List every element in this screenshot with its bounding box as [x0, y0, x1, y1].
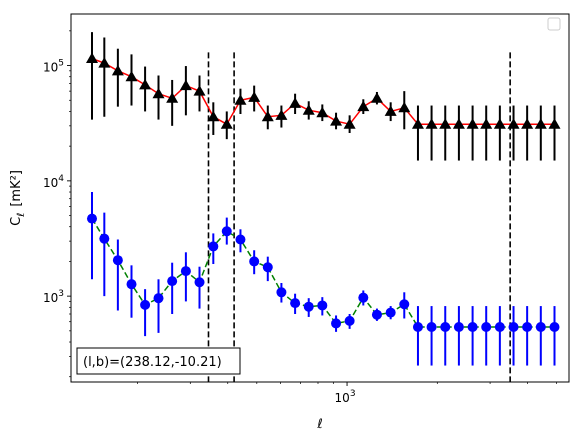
- circle-marker: [467, 321, 478, 332]
- triangle-marker: [85, 52, 98, 64]
- triangle-marker: [534, 118, 547, 129]
- triangle-marker: [548, 118, 561, 129]
- triangle-marker: [466, 118, 479, 129]
- y-axis-label-sub: ℓ: [16, 213, 27, 217]
- triangle-marker: [343, 118, 356, 129]
- y-tick-label: 104: [43, 174, 64, 190]
- circle-marker: [344, 315, 355, 326]
- triangle-marker: [439, 118, 452, 129]
- y-tick-label: 103: [43, 289, 64, 305]
- circle-marker: [453, 321, 464, 332]
- triangle-marker: [357, 100, 370, 112]
- series-2: [86, 192, 560, 366]
- circle-marker: [290, 298, 301, 309]
- circle-marker: [303, 301, 314, 312]
- circle-marker: [221, 226, 232, 237]
- circle-marker: [86, 213, 97, 224]
- triangle-marker: [193, 85, 206, 96]
- axes: 103 104 105 103: [43, 30, 557, 405]
- triangle-marker: [261, 110, 274, 122]
- triangle-marker: [207, 110, 220, 122]
- circle-marker: [180, 266, 191, 277]
- circle-marker: [235, 234, 246, 245]
- triangle-marker: [179, 79, 192, 91]
- annotation-box: (l,b)=(238.12,-10.21): [76, 347, 241, 375]
- triangle-marker: [289, 97, 302, 108]
- circle-marker: [112, 255, 123, 266]
- circle-marker: [99, 233, 110, 244]
- triangle-marker: [275, 109, 288, 120]
- triangle-marker: [480, 118, 493, 129]
- triangle-marker: [493, 118, 506, 129]
- triangle-marker: [411, 118, 424, 129]
- x-axis-label: ℓ: [316, 417, 322, 432]
- circle-marker: [426, 321, 437, 332]
- triangle-marker: [152, 87, 165, 99]
- annotation-text: (l,b)=(238.12,-10.21): [83, 355, 222, 370]
- circle-marker: [358, 292, 369, 303]
- y-axis-label-main: C: [9, 217, 24, 226]
- legend: [547, 17, 561, 31]
- circle-marker: [508, 321, 519, 332]
- legend-box: [547, 17, 561, 31]
- circle-marker: [481, 321, 492, 332]
- circle-marker: [262, 262, 273, 273]
- circle-marker: [208, 241, 219, 252]
- circle-marker: [385, 307, 396, 318]
- circle-marker: [549, 321, 560, 332]
- triangle-marker: [139, 78, 152, 90]
- data-series: [85, 32, 561, 366]
- circle-marker: [276, 287, 287, 298]
- triangle-marker: [98, 57, 111, 68]
- triangle-marker: [316, 106, 329, 118]
- circle-marker: [535, 321, 546, 332]
- triangle-marker: [452, 118, 465, 129]
- circle-marker: [412, 321, 423, 332]
- circle-marker: [522, 321, 533, 332]
- triangle-marker: [507, 118, 520, 129]
- circle-marker: [167, 276, 178, 287]
- triangle-marker: [125, 70, 138, 82]
- svg-text:Cℓ[mK²]: Cℓ [mK²]: [9, 170, 27, 226]
- annotation-frame: [76, 347, 241, 375]
- triangle-marker: [384, 105, 397, 116]
- plot-frame: [70, 13, 570, 383]
- triangle-marker: [425, 118, 438, 129]
- triangle-marker: [302, 104, 315, 115]
- series-1: [85, 32, 561, 161]
- circle-marker: [153, 293, 164, 304]
- circle-marker: [317, 300, 328, 311]
- triangle-marker: [234, 94, 247, 105]
- triangle-marker: [521, 118, 534, 129]
- y-axis-label-unit: [mK²]: [9, 170, 24, 207]
- triangle-marker: [166, 92, 179, 103]
- triangle-marker: [111, 64, 124, 76]
- circle-marker: [399, 299, 410, 310]
- triangle-marker: [248, 91, 261, 102]
- y-axis-label: Cℓ [mK²]: [9, 170, 27, 226]
- triangle-marker: [370, 92, 383, 103]
- y-tick-label: 105: [43, 59, 64, 75]
- circle-marker: [371, 309, 382, 320]
- circle-marker: [331, 318, 342, 329]
- triangle-marker: [398, 101, 411, 113]
- circle-marker: [140, 299, 151, 310]
- circle-marker: [194, 277, 205, 288]
- circle-marker: [249, 256, 260, 267]
- triangle-marker: [220, 118, 233, 129]
- triangle-marker: [330, 115, 343, 126]
- circle-marker: [126, 279, 137, 290]
- circle-marker: [440, 321, 451, 332]
- circle-marker: [494, 321, 505, 332]
- x-tick-label: 103: [335, 389, 356, 405]
